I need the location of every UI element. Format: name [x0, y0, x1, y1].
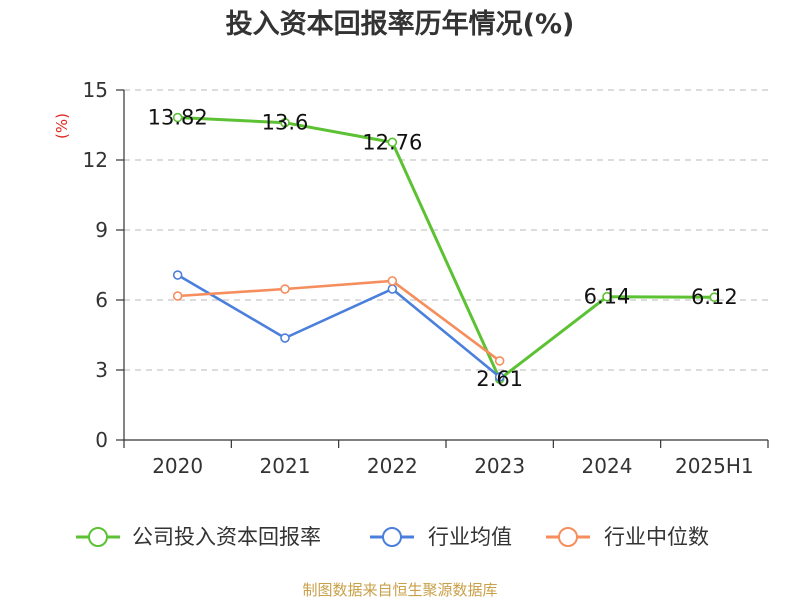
legend: 公司投入资本回报率 行业均值 行业中位数 [76, 525, 709, 549]
legend-swatch-marker [382, 527, 402, 547]
series-line-1 [177, 273, 501, 379]
x-tick-label: 2022 [367, 454, 418, 478]
data-point [172, 291, 183, 301]
source-footer: 制图数据来自恒生聚源数据库 [302, 581, 497, 599]
legend-label-industry-median: 行业中位数 [604, 525, 709, 549]
y-axis-label: (%) [53, 113, 71, 139]
data-point [172, 270, 183, 280]
data-point [387, 284, 398, 294]
legend-swatch-marker [88, 527, 108, 547]
data-label: 13.82 [148, 106, 208, 130]
y-tick-label: 0 [95, 428, 108, 452]
y-tick-label: 15 [83, 78, 108, 102]
y-tick-label: 12 [83, 148, 108, 172]
data-point [387, 137, 398, 148]
grid-lines [124, 89, 768, 371]
data-point [602, 291, 612, 302]
series-line-2 [177, 279, 501, 362]
data-point [494, 356, 505, 366]
axes: 0 3 6 9 12 15 2020 2021 2022 2023 2024 2025H1 [83, 78, 769, 478]
x-tick-label: 2024 [582, 454, 633, 478]
x-tick-label: 2025H1 [675, 454, 754, 478]
y-tick-label: 9 [95, 218, 108, 242]
data-point [172, 112, 183, 123]
legend-item-industry-mean[interactable]: 行业均值 [370, 525, 512, 549]
data-labels: 13.82 13.6 12.76 2.61 6.14 6.12 [148, 106, 738, 392]
legend-item-industry-median[interactable]: 行业中位数 [546, 525, 709, 549]
y-tick-label: 6 [95, 288, 108, 312]
legend-label-company-roic: 公司投入资本回报率 [132, 525, 321, 549]
chart-title: 投入资本回报率历年情况(%) [226, 8, 575, 40]
data-point [709, 292, 720, 303]
data-point [494, 372, 505, 382]
data-point [280, 333, 290, 343]
x-tick-label: 2023 [474, 454, 525, 478]
data-label: 6.12 [691, 285, 738, 309]
series-lines [177, 116, 715, 381]
y-tick-label: 3 [95, 358, 108, 382]
data-label: 6.14 [584, 285, 631, 309]
data-point [280, 284, 290, 294]
legend-item-company-roic[interactable]: 公司投入资本回报率 [76, 525, 321, 549]
data-label: 2.61 [476, 367, 523, 391]
legend-swatch-marker [558, 527, 578, 547]
legend-label-industry-mean: 行业均值 [428, 525, 512, 549]
data-label: 13.6 [262, 111, 309, 135]
data-label: 12.76 [362, 130, 422, 154]
data-point [280, 117, 290, 128]
series-markers [172, 112, 720, 384]
data-point [387, 276, 398, 286]
x-tick-label: 2021 [260, 454, 311, 478]
series-line-0 [177, 116, 715, 381]
x-tick-label: 2020 [152, 454, 203, 478]
